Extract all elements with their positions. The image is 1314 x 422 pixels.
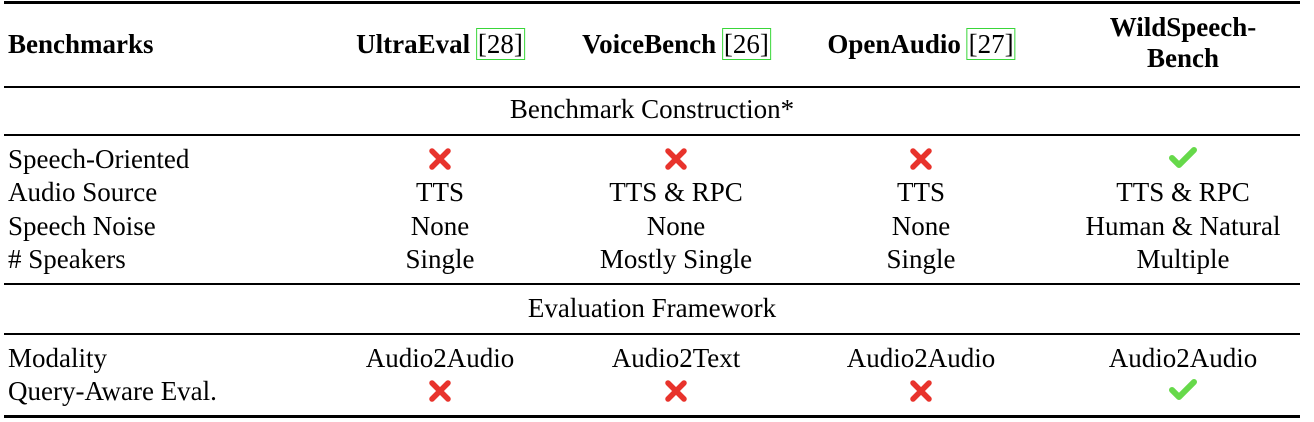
- cell-value: Audio2Audio: [846, 343, 996, 373]
- header-wildspeech-line1: WildSpeech-: [1109, 12, 1257, 42]
- section-title-evaluation: Evaluation Framework: [527, 293, 777, 323]
- cross-mark-icon: [429, 148, 451, 170]
- section2-title-rule: [4, 333, 1300, 335]
- header-ultraeval-name: UltraEval: [356, 29, 471, 59]
- header-voicebench: VoiceBench [26]: [582, 28, 771, 60]
- row-label-speech-noise: Speech Noise: [8, 211, 156, 241]
- row-label-audio-source: Audio Source: [8, 177, 158, 207]
- header-voicebench-name: VoiceBench: [582, 29, 717, 59]
- cell-value: Audio2Audio: [1108, 343, 1258, 373]
- header-openaudio-name: OpenAudio: [827, 29, 961, 59]
- cell-value: Multiple: [1136, 244, 1230, 274]
- cell-value: TTS: [415, 177, 465, 207]
- cell-value: Human & Natural: [1085, 211, 1281, 241]
- cross-mark-icon: [429, 380, 451, 402]
- cross-mark-icon: [665, 380, 687, 402]
- section1-bottom-rule: [4, 283, 1300, 285]
- row-label-speech-oriented: Speech-Oriented: [8, 144, 190, 174]
- row-label-query-aware-eval: Query-Aware Eval.: [8, 376, 217, 406]
- check-mark-icon: [1169, 147, 1197, 168]
- header-wildspeech-line2: Bench: [1146, 43, 1219, 73]
- citation-link-28[interactable]: [28]: [475, 28, 525, 60]
- cell-value: None: [891, 211, 951, 241]
- header-ultraeval: UltraEval [28]: [356, 28, 525, 60]
- citation-link-26[interactable]: [26]: [721, 28, 771, 60]
- row-label-modality: Modality: [8, 343, 107, 373]
- section-title-construction: Benchmark Construction*: [509, 94, 795, 124]
- cross-mark-icon: [910, 380, 932, 402]
- cell-value: TTS: [896, 177, 946, 207]
- cell-value: None: [410, 211, 470, 241]
- citation-link-27[interactable]: [27]: [966, 28, 1016, 60]
- cross-mark-icon: [665, 148, 687, 170]
- cell-value: None: [646, 211, 706, 241]
- top-rule: [4, 1, 1300, 4]
- cell-value: Mostly Single: [599, 244, 753, 274]
- cell-value: TTS & RPC: [1116, 177, 1250, 207]
- bottom-rule: [4, 415, 1300, 418]
- check-mark-icon: [1169, 379, 1197, 400]
- header-openaudio: OpenAudio [27]: [827, 28, 1016, 60]
- cell-value: Audio2Audio: [365, 343, 515, 373]
- cell-value: TTS & RPC: [609, 177, 743, 207]
- header-wildspeech-bench: WildSpeech- Bench: [1110, 12, 1257, 74]
- cross-mark-icon: [910, 148, 932, 170]
- cell-value: Audio2Text: [611, 343, 741, 373]
- header-rule: [4, 86, 1300, 88]
- row-label-speakers: # Speakers: [8, 244, 126, 274]
- header-benchmarks: Benchmarks: [8, 29, 154, 59]
- cell-value: Single: [405, 244, 475, 274]
- cell-value: Single: [886, 244, 956, 274]
- section1-title-rule: [4, 134, 1300, 136]
